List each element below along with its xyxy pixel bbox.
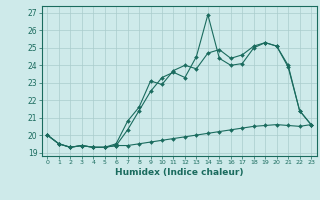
X-axis label: Humidex (Indice chaleur): Humidex (Indice chaleur) [115,168,244,177]
